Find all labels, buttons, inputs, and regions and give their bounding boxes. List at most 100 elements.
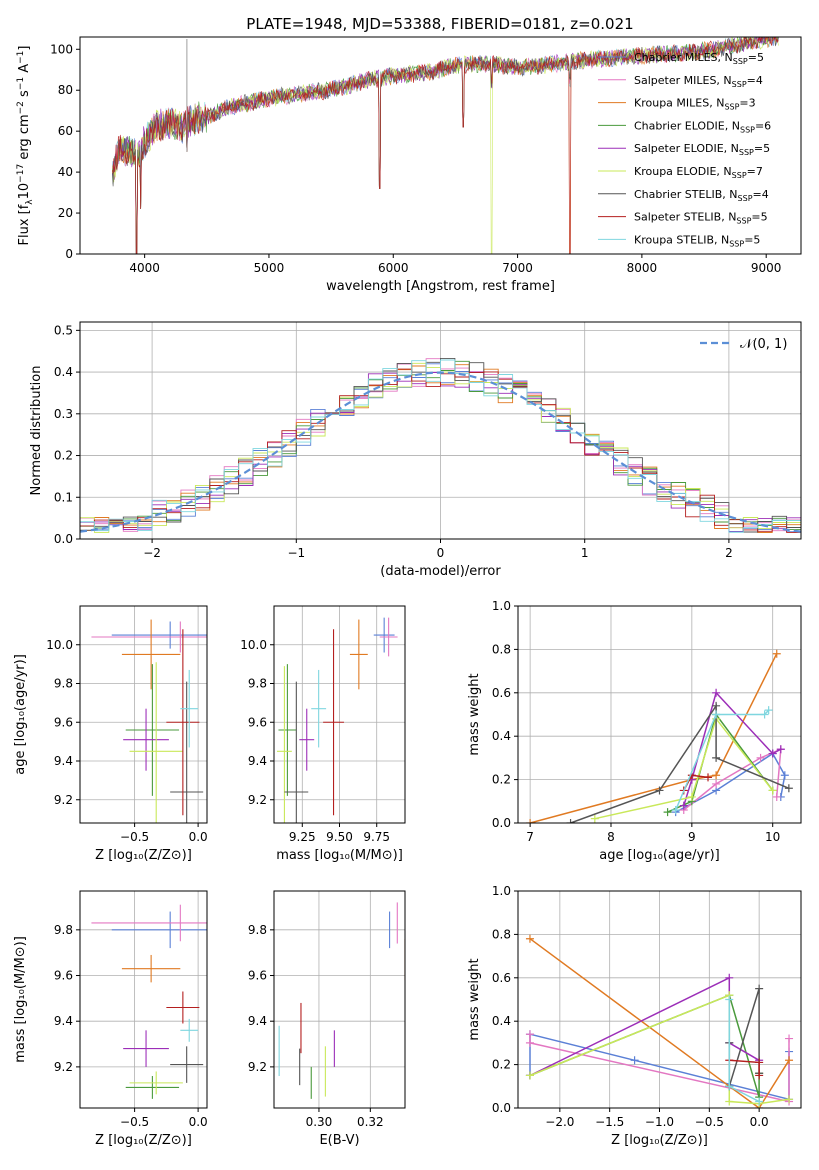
mass-weight-vs-age-frame (517, 605, 802, 824)
legend-entry: Kroupa MILES, NSSP=3 (634, 97, 756, 112)
mass-weight-marker (590, 814, 599, 823)
mass-weight-line (675, 709, 770, 811)
mass-weight-marker (755, 1097, 764, 1106)
y-tick-label: 9.4 (248, 754, 267, 768)
y-tick-label: 0.8 (492, 927, 511, 941)
x-tick-label: 8000 (627, 261, 658, 275)
legend-text: Chabrier ELODIE, N (634, 119, 740, 132)
x-tick-label: 0.32 (357, 1115, 384, 1129)
age-vs-mass-grid (274, 606, 405, 823)
y-axis-label: mass [log₁₀(M/M⊙)] (13, 936, 28, 1063)
mass-vs-Z-plot-area (80, 891, 207, 1108)
legend-subscript: SSP (740, 125, 755, 134)
mass-weight-marker (725, 995, 734, 1004)
y-label-part: ] (17, 46, 32, 51)
y-tick-label: 0.0 (54, 532, 73, 546)
mass-weight-line (529, 938, 790, 1108)
mass-weight-marker (725, 1097, 734, 1106)
y-tick-label: 9.2 (248, 793, 267, 807)
y-tick-label: 0.1 (54, 490, 73, 504)
mass-weight-marker (768, 749, 777, 758)
x-axis-label: mass [log₁₀(M/M⊙)] (276, 848, 403, 863)
x-tick-label: 9.75 (363, 830, 390, 844)
age-vs-Z-frame (79, 605, 208, 824)
mass-weight-marker (655, 786, 664, 795)
mass-weight-line (728, 999, 760, 1103)
legend-text: Chabrier MILES, N (634, 51, 733, 64)
y-tick-label: 9.4 (54, 754, 73, 768)
spectrum-panel: 4000 5000 6000 7000 8000 9000 0 20 40 60 80 100 wave… (16, 36, 802, 294)
legend-text: =3 (739, 97, 755, 110)
mass-weight-line (529, 1034, 790, 1103)
legend-subscript: SSP (732, 80, 747, 89)
spectrum-y-axis-label: Flux [fλ10−17 erg cm−2 s−1 A−1] (16, 46, 35, 246)
x-tick-label: 6000 (378, 261, 409, 275)
mass-weight-marker (687, 792, 696, 801)
legend-entry: Kroupa ELODIE, NSSP=7 (634, 165, 763, 180)
mass-weight-marker (784, 784, 793, 793)
mass-vs-Z-panel: −0.5 0.0 9.2 9.4 9.6 9.8 Z [log₁₀(Z/Z⊙)] mass [… (13, 890, 208, 1148)
y-label-part: erg cm (17, 114, 32, 163)
legend-text: =5 (744, 233, 760, 246)
y-tick-label: 9.6 (54, 715, 73, 729)
x-tick-label: −1.0 (645, 1115, 674, 1129)
x-axis-label: Z [log₁₀(Z/Z⊙)] (611, 1133, 708, 1148)
legend-text: =5 (751, 211, 767, 224)
histogram-series-step (80, 359, 801, 539)
mass-weight-marker (725, 1082, 734, 1091)
y-tick-label: 10.0 (46, 638, 73, 652)
spectrum-frame (79, 36, 802, 255)
residual-histogram-plot-area (80, 322, 801, 539)
y-tick-label: 9.8 (54, 677, 73, 691)
y-label-part: −1 (16, 77, 26, 90)
y-tick-label: 60 (58, 124, 73, 138)
mass-weight-marker (526, 819, 535, 823)
x-tick-label: 8 (607, 830, 615, 844)
y-tick-label: 40 (58, 165, 73, 179)
y-axis-label: Normed distribution (29, 366, 44, 496)
legend-entry: Chabrier STELIB, NSSP=4 (634, 188, 769, 203)
mass-weight-marker (755, 1071, 764, 1080)
x-tick-label: −0.5 (120, 1115, 149, 1129)
x-tick-label: −0.5 (695, 1115, 724, 1129)
y-label-part: A (17, 64, 32, 77)
mass-weight-marker (566, 819, 575, 823)
x-tick-label: 2 (725, 546, 733, 560)
x-tick-label: 0.30 (306, 1115, 333, 1129)
x-tick-label: 9.25 (289, 830, 316, 844)
y-tick-label: 9.8 (248, 677, 267, 691)
legend-text: =5 (754, 142, 770, 155)
legend-subscript: SSP (732, 171, 747, 180)
y-label-part: λ (25, 199, 35, 205)
legend-text: Salpeter STELIB, N (634, 211, 736, 224)
mass-weight-marker (785, 1056, 794, 1065)
legend-entry: Kroupa STELIB, NSSP=5 (634, 233, 760, 248)
x-tick-label: 1 (581, 546, 589, 560)
legend-subscript: SSP (724, 103, 739, 112)
legend-entry: Chabrier MILES, NSSP=5 (634, 51, 764, 66)
mass-weight-marker (663, 808, 672, 817)
spectrum-plot-area (112, 37, 779, 254)
x-tick-label: −0.5 (120, 830, 149, 844)
y-tick-label: 9.2 (54, 1060, 73, 1074)
mass-weight-vs-Z-plot-area (518, 891, 801, 1108)
y-tick-label: 9.6 (248, 715, 267, 729)
legend-text: =4 (753, 188, 769, 201)
y-tick-label: 0.8 (492, 642, 511, 656)
y-axis-label: age [log₁₀(age/yr)] (13, 654, 28, 775)
mass-weight-marker (756, 753, 765, 762)
y-label-part: s (17, 90, 32, 101)
mass-weight-marker (785, 1034, 794, 1043)
y-tick-label: 9.4 (248, 1014, 267, 1028)
mass-weight-marker (630, 1056, 639, 1065)
age-vs-Z-plot-area (80, 606, 207, 823)
mass-weight-marker (525, 934, 534, 943)
legend-text: Kroupa STELIB, N (634, 233, 729, 246)
legend-text: =4 (747, 74, 763, 87)
mass-weight-marker (725, 973, 734, 982)
y-label-part: −17 (16, 164, 26, 183)
x-axis-label: Z [log₁₀(Z/Z⊙)] (95, 1133, 192, 1148)
mass-weight-marker (679, 801, 688, 810)
y-tick-label: 9.2 (248, 1060, 267, 1074)
legend-text: Kroupa MILES, N (634, 97, 724, 110)
